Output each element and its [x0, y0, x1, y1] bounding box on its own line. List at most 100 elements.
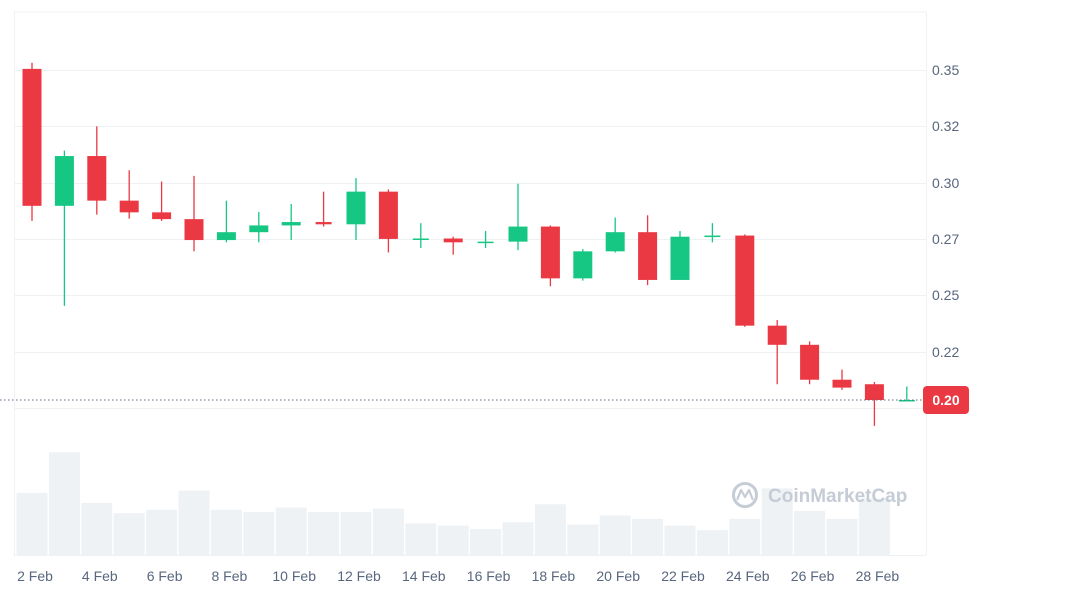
candle: [346, 178, 366, 241]
x-tick-label: 18 Feb: [532, 568, 576, 584]
candle-body: [249, 225, 269, 233]
y-tick-label: 0.25: [932, 287, 959, 303]
candle: [573, 249, 593, 281]
candle-body: [184, 219, 204, 241]
candle: [832, 369, 852, 390]
volume-bar: [761, 488, 793, 555]
candle: [378, 189, 398, 253]
watermark-text: CoinMarketCap: [768, 486, 907, 507]
volume-bar: [729, 518, 761, 555]
volume-bar: [664, 525, 696, 555]
y-tick-label: 0.30: [932, 175, 959, 191]
candle-body: [412, 238, 429, 240]
candle: [281, 204, 301, 241]
y-tick-label: 0.22: [932, 344, 959, 360]
candle-body: [864, 384, 884, 400]
candle-body: [152, 212, 172, 220]
volume-bar: [340, 512, 372, 555]
candle: [412, 223, 429, 248]
x-tick-label: 2 Feb: [17, 568, 53, 584]
x-tick-label: 10 Feb: [272, 568, 316, 584]
current-price-tag: 0.20: [923, 386, 969, 414]
coinmarketcap-logo-icon: [732, 482, 758, 508]
candle-body: [346, 191, 366, 225]
candle-body: [638, 232, 658, 280]
candle-body: [540, 226, 560, 279]
y-tick-label: 0.32: [932, 118, 959, 134]
volume-bar: [567, 524, 599, 555]
candle: [216, 200, 236, 243]
volume-bar: [210, 509, 242, 555]
candle: [443, 236, 463, 255]
grid-lines: [14, 11, 927, 556]
volume-bar: [372, 508, 404, 555]
candles: [22, 62, 915, 426]
candle-body: [22, 68, 42, 206]
x-tick-label: 14 Feb: [402, 568, 446, 584]
volume-bar: [534, 504, 566, 555]
candle-body: [605, 232, 625, 252]
volume-bar: [470, 529, 502, 555]
x-tick-label: 24 Feb: [726, 568, 770, 584]
candle: [184, 175, 204, 252]
candle-body: [216, 232, 236, 241]
candle: [315, 191, 332, 227]
candle: [540, 225, 560, 287]
x-tick-label: 4 Feb: [82, 568, 118, 584]
x-tick-label: 22 Feb: [661, 568, 705, 584]
volume-bar: [858, 498, 890, 555]
candle: [800, 341, 820, 385]
candle-body: [670, 236, 690, 280]
volume-bar: [405, 523, 437, 555]
candle-body: [508, 226, 528, 242]
x-axis: 2 Feb 4 Feb 6 Feb 8 Feb 10 Feb 12 Feb 14 Feb 16…: [17, 568, 899, 584]
volume-bar: [632, 518, 664, 555]
candle-body: [477, 241, 494, 244]
x-tick-label: 12 Feb: [337, 568, 381, 584]
x-tick-label: 16 Feb: [467, 568, 511, 584]
candle: [704, 223, 721, 243]
volume-bar: [48, 452, 80, 555]
candle: [54, 150, 74, 306]
candle-body: [898, 400, 915, 402]
candle-body: [767, 325, 787, 345]
volume-bar: [178, 490, 210, 555]
volume-bar: [81, 503, 113, 555]
candle: [87, 126, 107, 215]
price-tag-label: 0.20: [932, 392, 959, 408]
y-tick-label: 0.35: [932, 62, 959, 78]
candle: [864, 381, 884, 426]
price-tag-background: [923, 386, 969, 414]
candle-body: [832, 379, 852, 388]
volume-bar: [113, 513, 145, 555]
watermark: CoinMarketCap: [732, 482, 907, 508]
candle: [898, 386, 915, 402]
candle-body: [704, 235, 721, 238]
x-tick-label: 26 Feb: [791, 568, 835, 584]
volume-bar: [502, 522, 534, 555]
candle: [638, 215, 658, 286]
candle: [735, 234, 755, 327]
candle: [152, 181, 172, 221]
candle-body: [800, 344, 820, 380]
candle: [767, 320, 787, 385]
volume-bar: [794, 510, 826, 555]
x-tick-label: 8 Feb: [211, 568, 247, 584]
candle-body: [54, 156, 74, 206]
y-axis: 0.35 0.32 0.30 0.27 0.25 0.22: [932, 62, 959, 360]
candle-body: [281, 222, 301, 226]
x-tick-label: 28 Feb: [856, 568, 900, 584]
candle: [22, 62, 42, 221]
volume-bar: [696, 530, 728, 555]
candle-body: [735, 235, 755, 326]
candle-body: [443, 238, 463, 243]
volume-bar: [275, 507, 307, 555]
volume-bar: [308, 512, 340, 555]
volume-bars: [16, 452, 890, 555]
volume-bar: [146, 509, 178, 555]
x-tick-label: 6 Feb: [147, 568, 183, 584]
candle-body: [378, 191, 398, 239]
candle: [249, 211, 269, 243]
candle-body: [315, 222, 332, 225]
